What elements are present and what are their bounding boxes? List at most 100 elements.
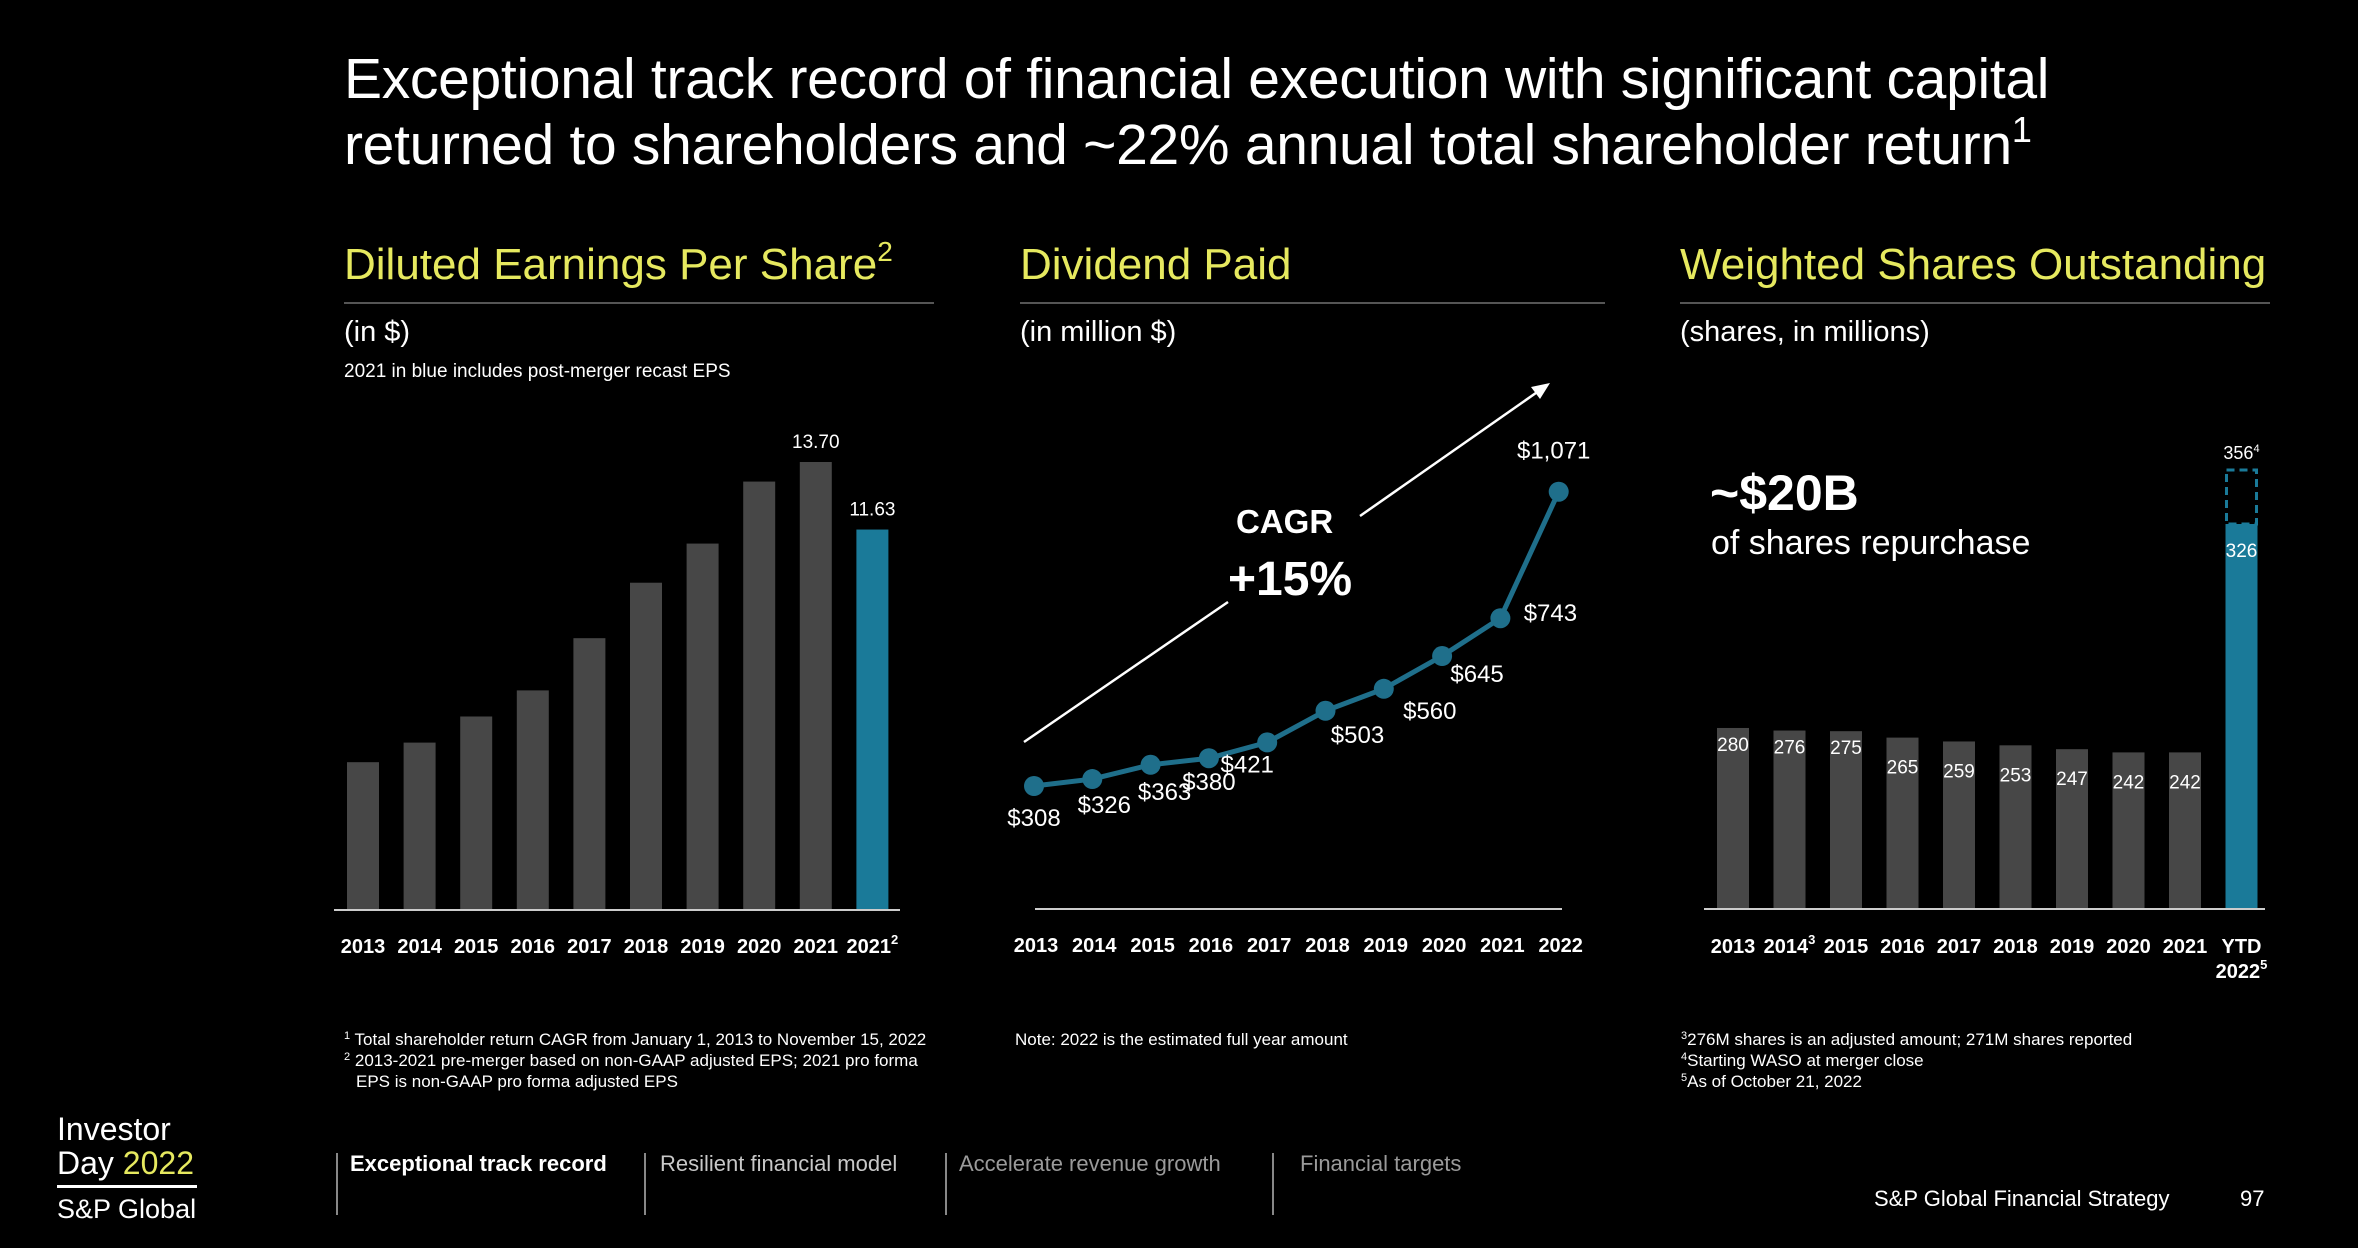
- shares-data-label: 276: [1774, 738, 1806, 759]
- shares-bar-2014: [1773, 730, 1806, 908]
- shares-data-label: 253: [2000, 765, 2032, 786]
- shares-x-tick: 2021: [2163, 936, 2208, 958]
- eps-x-tick: 2020: [737, 936, 782, 958]
- shares-data-label: 242: [2113, 772, 2145, 793]
- shares-bar-2013: [1717, 727, 1749, 908]
- dividend-x-tick: 2013: [1014, 935, 1059, 957]
- shares-data-label: 280: [1717, 735, 1749, 756]
- shares-bar-2017: [1943, 741, 1975, 908]
- dividend-x-tick: 2017: [1247, 935, 1292, 957]
- cagr-arrow-upper: [1359, 386, 1544, 518]
- dividend-data-label: $308: [1007, 805, 1060, 832]
- shares-x-tick: 2017: [1937, 936, 1982, 958]
- dividend-point-2017: [1257, 732, 1278, 753]
- shares-data-label: 259: [1943, 761, 1975, 782]
- nav-separator: [644, 1153, 646, 1215]
- nav-tab-accelerate-revenue-growth[interactable]: Accelerate revenue growth: [959, 1151, 1221, 1176]
- dividend-data-label: $503: [1331, 722, 1384, 749]
- eps-x-tick: 2016: [511, 936, 556, 958]
- dividend-point-2020: [1432, 646, 1453, 667]
- nav-separator: [1272, 1153, 1274, 1215]
- shares-dashed-label: 3564: [2223, 443, 2259, 463]
- eps-bar-2014: [403, 742, 436, 909]
- footnotes-left: 1 Total shareholder return CAGR from Jan…: [344, 1029, 926, 1092]
- dividend-data-label: $421: [1221, 751, 1274, 778]
- shares-x-tick: 2016: [1880, 936, 1925, 958]
- shares-x-tick: YTD: [2222, 936, 2262, 958]
- shares-data-label: 275: [1830, 738, 1862, 759]
- eps-chart: 2013 2014 2015 2016 2017 2018 2019 2020 13.70 202…: [334, 432, 900, 958]
- dividend-x-tick: 2021: [1480, 935, 1525, 957]
- eps-note: 2021 in blue includes post-merger recast…: [344, 361, 731, 382]
- dividend-point-2015: [1140, 754, 1161, 775]
- shares-x-tick: 20143: [1764, 932, 1816, 958]
- shares-bar-2021: [2169, 752, 2201, 908]
- dividend-data-label: $363: [1138, 779, 1191, 806]
- eps-x-tick: 2021: [794, 936, 839, 958]
- title-line-2: returned to shareholders and ~22% annual…: [344, 109, 2032, 178]
- shares-chart: 280 276 275 265 259 253 247 242 242 326 3564 2013 20…: [1704, 443, 2268, 983]
- eps-x-tick: 2014: [397, 936, 442, 958]
- eps-bar-2021: [799, 462, 832, 909]
- repurchase-callout-text: of shares repurchase: [1711, 524, 2031, 562]
- dividend-x-tick: 2018: [1305, 935, 1350, 957]
- company-logo-text: S&P Global: [57, 1194, 197, 1224]
- dividend-x-tick: 2014: [1072, 935, 1117, 957]
- eps-bar-2015: [460, 716, 493, 909]
- eps-title-divider: [344, 302, 934, 304]
- cagr-arrow-lower: [1023, 600, 1229, 744]
- dividend-title-divider: [1020, 302, 1605, 304]
- shares-bar-2015: [1830, 731, 1862, 908]
- dividend-panel-title: Dividend Paid: [1020, 240, 1292, 289]
- nav-separator: [945, 1153, 947, 1215]
- shares-x-tick: 2018: [1993, 936, 2038, 958]
- shares-unit: (shares, in millions): [1680, 316, 1930, 348]
- cagr-value: +15%: [1228, 553, 1353, 606]
- nav-separator: [336, 1153, 338, 1215]
- shares-x-tick: 2019: [2050, 936, 2095, 958]
- logo-line-1: Investor: [57, 1111, 171, 1147]
- logo-divider: [57, 1185, 197, 1188]
- nav-tab-resilient-financial-model[interactable]: Resilient financial model: [660, 1151, 898, 1176]
- dividend-data-label: $326: [1078, 792, 1131, 819]
- dividend-x-tick: 2016: [1189, 935, 1234, 957]
- shares-dashed-extra: [2225, 468, 2258, 526]
- shares-x-tick: 20225: [2216, 957, 2268, 983]
- shares-x-tick: 2015: [1824, 936, 1869, 958]
- page-number: 97: [2240, 1186, 2265, 1211]
- dividend-data-label: $380: [1182, 769, 1235, 796]
- eps-bar-2019: [686, 543, 719, 909]
- footnote-middle: Note: 2022 is the estimated full year am…: [1015, 1030, 1348, 1049]
- shares-data-label: 242: [2169, 772, 2201, 793]
- dividend-data-label: $1,071: [1517, 438, 1590, 465]
- dividend-series-line: [1033, 490, 1561, 789]
- dividend-x-tick: 2019: [1364, 935, 1409, 957]
- repurchase-callout-value: ~$20B: [1710, 465, 1859, 521]
- eps-x-tick: 2015: [454, 936, 499, 958]
- shares-panel-title: Weighted Shares Outstanding: [1680, 240, 2267, 289]
- investor-day-logo: Investor Day 2022 S&P Global: [57, 1112, 197, 1225]
- eps-data-label: 13.70: [792, 432, 840, 453]
- eps-unit: (in $): [344, 316, 411, 348]
- nav-tab-exceptional-track-record[interactable]: Exceptional track record: [350, 1151, 607, 1176]
- eps-bar-2021-recast: [856, 529, 889, 909]
- logo-line-2: Day 2022: [57, 1145, 194, 1181]
- eps-x-tick: 2018: [624, 936, 669, 958]
- shares-bar-2018: [1999, 745, 2032, 908]
- shares-data-label: 326: [2226, 541, 2258, 562]
- dividend-point-2016: [1198, 748, 1219, 769]
- eps-x-tick: 2019: [680, 936, 725, 958]
- shares-bar-YTD-2022: [2225, 524, 2258, 908]
- shares-bar-2016: [1886, 737, 1919, 908]
- shares-bar-2019: [2056, 749, 2088, 908]
- eps-bar-2016: [516, 690, 549, 909]
- footnote: 5As of October 21, 2022: [1681, 1072, 1862, 1091]
- nav-tab-financial-targets[interactable]: Financial targets: [1300, 1151, 1462, 1176]
- eps-bar-2013: [347, 762, 379, 909]
- dividend-point-2013: [1024, 776, 1044, 796]
- dividend-unit: (in million $): [1020, 316, 1177, 348]
- footnotes-right: 3276M shares is an adjusted amount; 271M…: [1681, 1029, 2132, 1092]
- eps-data-label: 11.63: [849, 500, 895, 521]
- cagr-label: CAGR: [1236, 503, 1334, 540]
- footnote: EPS is non-GAAP pro forma adjusted EPS: [356, 1072, 678, 1091]
